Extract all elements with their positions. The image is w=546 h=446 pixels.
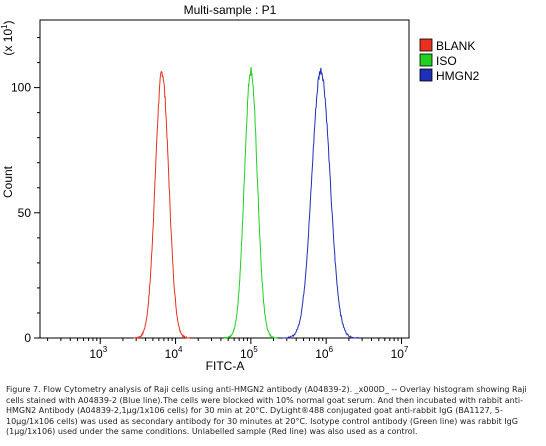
series-curve-hmgn2 — [282, 67, 360, 339]
x-axis-label: FITC-A — [206, 359, 245, 373]
legend-label-hmgn2: HMGN2 — [436, 69, 480, 83]
plot-frame — [39, 19, 410, 339]
y-multiplier: (x 101) — [0, 20, 15, 55]
legend-swatch-iso — [419, 53, 433, 67]
x-tick-label: 107 — [391, 345, 409, 361]
svg-text:(x 101): (x 101) — [0, 20, 15, 55]
y-tick-label: 50 — [18, 206, 32, 220]
figure-caption: Figure 7. Flow Cytometry analysis of Raj… — [6, 385, 527, 437]
legend-label-iso: ISO — [436, 54, 457, 68]
y-axis: 0 50 100 — [11, 37, 40, 345]
series-curve-iso — [223, 67, 278, 339]
x-tick-label: 103 — [89, 345, 107, 361]
y-tick-label: 100 — [11, 81, 31, 95]
flow-cytometry-histogram: Multi-sample : P1 103 104 105 106 107 0 50 100… — [0, 3, 480, 373]
x-tick-label: 106 — [315, 345, 333, 361]
legend-swatch-blank — [419, 38, 433, 52]
y-tick-label: 0 — [24, 331, 31, 345]
legend-label-blank: BLANK — [436, 39, 475, 53]
chart-title: Multi-sample : P1 — [184, 3, 277, 17]
legend-swatch-hmgn2 — [419, 68, 433, 82]
x-axis: 103 104 105 106 107 — [47, 338, 409, 361]
y-multiplier-exp: 1 — [0, 24, 9, 29]
series-curve-blank — [133, 71, 191, 340]
histogram-curves — [133, 67, 360, 340]
x-tick-label: 104 — [165, 345, 183, 361]
y-multiplier-text: (x 10 — [1, 29, 15, 56]
y-axis-label: Count — [1, 165, 15, 198]
x-tick-label: 105 — [240, 345, 258, 361]
